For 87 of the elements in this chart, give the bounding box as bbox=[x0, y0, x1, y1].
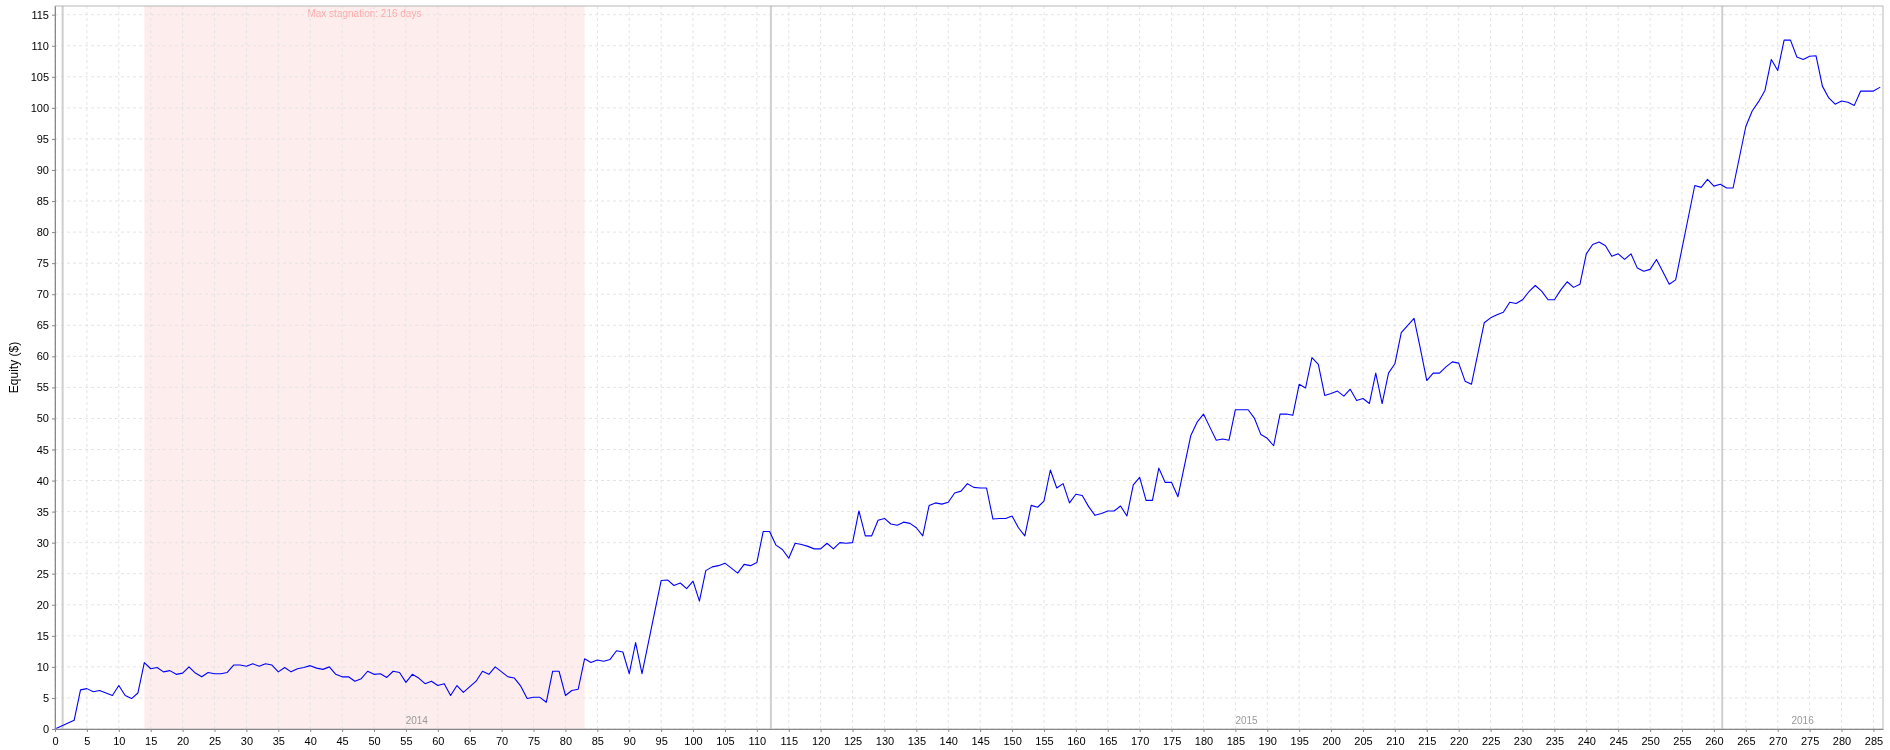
x-tick-label: 100 bbox=[684, 734, 703, 747]
x-tick-label: 35 bbox=[272, 734, 285, 747]
y-tick-label: 80 bbox=[36, 226, 49, 239]
y-tick-label: 70 bbox=[36, 288, 49, 301]
x-tick-label: 180 bbox=[1194, 734, 1214, 747]
x-tick-label: 230 bbox=[1513, 734, 1533, 747]
y-tick-label: 25 bbox=[36, 567, 49, 580]
x-tick-label: 75 bbox=[527, 734, 541, 747]
y-tick-label: 75 bbox=[36, 257, 49, 270]
y-tick-label: 20 bbox=[36, 598, 49, 611]
y-tick-label: 40 bbox=[36, 474, 49, 487]
x-tick-label: 235 bbox=[1545, 734, 1565, 747]
x-tick-label: 25 bbox=[208, 734, 222, 747]
x-tick-label: 220 bbox=[1450, 734, 1469, 747]
x-tick-label: 105 bbox=[716, 734, 735, 747]
x-tick-label: 245 bbox=[1609, 734, 1628, 747]
x-tick-label: 270 bbox=[1769, 734, 1788, 747]
x-tick-label: 115 bbox=[780, 734, 799, 747]
x-tick-label: 275 bbox=[1800, 734, 1820, 747]
x-tick-label: 255 bbox=[1673, 734, 1692, 747]
x-tick-label: 280 bbox=[1832, 734, 1852, 747]
x-tick-label: 190 bbox=[1258, 734, 1277, 747]
x-tick-label: 80 bbox=[559, 734, 573, 747]
x-tick-label: 125 bbox=[843, 734, 863, 747]
y-tick-label: 15 bbox=[36, 629, 49, 642]
x-tick-label: 20 bbox=[176, 734, 190, 747]
y-tick-label: 115 bbox=[31, 8, 49, 21]
x-tick-label: 30 bbox=[240, 734, 254, 747]
x-tick-label: 135 bbox=[907, 734, 927, 747]
x-tick-label: 175 bbox=[1162, 734, 1182, 747]
band-label: Max stagnation: 216 days bbox=[307, 8, 422, 19]
x-tick-label: 65 bbox=[464, 734, 477, 747]
x-tick-label: 130 bbox=[875, 734, 895, 747]
x-tick-label: 15 bbox=[145, 734, 158, 747]
x-tick-label: 45 bbox=[336, 734, 349, 747]
annotation: 2015 bbox=[1235, 715, 1259, 726]
y-tick-label: 95 bbox=[36, 132, 49, 145]
x-tick-label: 55 bbox=[400, 734, 413, 747]
x-tick-label: 70 bbox=[496, 734, 509, 747]
x-tick-label: 110 bbox=[748, 734, 767, 747]
x-tick-label: 90 bbox=[623, 734, 636, 747]
x-tick-label: 170 bbox=[1131, 734, 1150, 747]
x-tick-label: 0 bbox=[52, 734, 59, 747]
y-tick-label: 110 bbox=[31, 39, 49, 52]
y-tick-label: 90 bbox=[36, 164, 49, 176]
y-tick-label: 60 bbox=[36, 350, 49, 363]
x-tick-label: 50 bbox=[368, 734, 381, 747]
x-tick-label: 120 bbox=[811, 734, 831, 747]
x-tick-label: 85 bbox=[591, 734, 604, 747]
x-tick-label: 185 bbox=[1226, 734, 1246, 747]
y-tick-label: 5 bbox=[42, 691, 49, 704]
x-tick-label: 210 bbox=[1386, 734, 1405, 747]
y-axis-title: Equity ($) bbox=[7, 341, 21, 394]
y-tick-label: 30 bbox=[36, 536, 49, 549]
x-tick-label: 195 bbox=[1290, 734, 1309, 747]
y-tick-label: 100 bbox=[30, 101, 49, 114]
x-tick-label: 145 bbox=[971, 734, 990, 747]
x-tick-label: 205 bbox=[1354, 734, 1373, 747]
x-tick-label: 40 bbox=[304, 734, 317, 747]
x-tick-label: 215 bbox=[1418, 734, 1437, 747]
x-tick-label: 160 bbox=[1067, 734, 1086, 747]
y-tick-label: 10 bbox=[36, 660, 49, 673]
y-tick-label: 65 bbox=[36, 319, 49, 332]
x-tick-label: 150 bbox=[1003, 734, 1022, 747]
x-tick-label: 10 bbox=[113, 734, 126, 747]
x-tick-label: 265 bbox=[1737, 734, 1756, 747]
y-tick-label: 45 bbox=[36, 443, 49, 456]
y-tick-label: 50 bbox=[36, 412, 49, 425]
x-tick-label: 60 bbox=[432, 734, 445, 747]
x-tick-label: 5 bbox=[84, 734, 91, 747]
y-tick-label: 105 bbox=[30, 70, 49, 83]
x-tick-label: 250 bbox=[1641, 734, 1660, 747]
x-tick-label: 285 bbox=[1864, 734, 1884, 747]
x-tick-label: 260 bbox=[1705, 734, 1724, 747]
x-tick-label: 200 bbox=[1322, 734, 1341, 747]
x-tick-label: 155 bbox=[1035, 734, 1054, 747]
annotation: 2014 bbox=[405, 715, 429, 726]
y-tick-label: 85 bbox=[36, 195, 49, 208]
annotation: 2016 bbox=[1791, 715, 1815, 726]
x-tick-label: 240 bbox=[1577, 734, 1596, 747]
x-tick-label: 95 bbox=[655, 734, 668, 747]
x-tick-label: 165 bbox=[1099, 734, 1118, 747]
y-tick-label: 0 bbox=[42, 723, 49, 736]
y-tick-label: 35 bbox=[36, 505, 49, 518]
x-tick-label: 140 bbox=[939, 734, 958, 747]
x-tick-label: 225 bbox=[1481, 734, 1501, 747]
y-tick-label: 55 bbox=[36, 381, 49, 394]
